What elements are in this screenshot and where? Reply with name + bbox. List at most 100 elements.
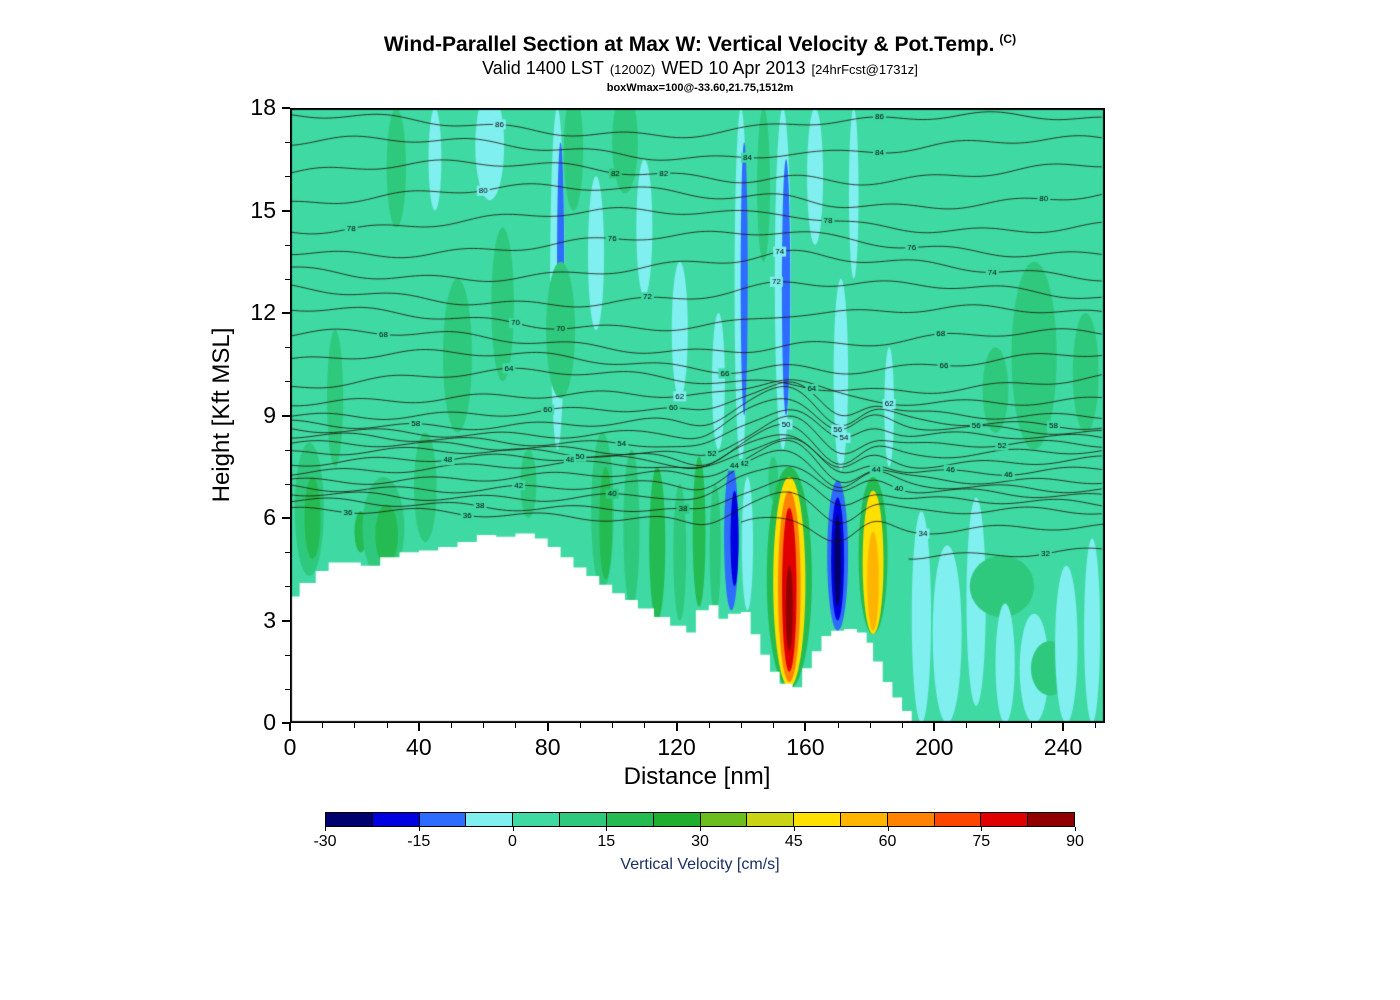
colorbar-tick: [700, 827, 701, 831]
y-major-tick: [282, 722, 290, 724]
colorbar-tick: [418, 827, 420, 831]
colorbar-tick-label: 15: [597, 833, 616, 850]
colorbar-tick: [1075, 827, 1076, 831]
chart-title-units: (C): [999, 32, 1017, 46]
colorbar-segment: [981, 813, 1029, 826]
colorbar-tick: [793, 827, 795, 831]
x-major-tick: [546, 723, 549, 731]
colorbar-tick: [981, 827, 983, 831]
y-tick-label: 0: [263, 709, 276, 735]
x-minor-tick: [354, 723, 356, 728]
x-minor-tick: [612, 723, 614, 728]
x-minor-tick: [708, 723, 710, 728]
x-tick-label: 240: [1043, 734, 1083, 760]
x-major-tick: [675, 723, 678, 731]
x-tick-label: 160: [786, 734, 825, 760]
x-minor-tick: [837, 723, 839, 728]
y-minor-tick: [285, 244, 290, 246]
x-minor-tick: [740, 723, 742, 728]
colorbar-segment: [840, 813, 888, 826]
x-minor-tick: [869, 723, 871, 728]
colorbar-tick: [606, 827, 608, 831]
x-tick-label: 0: [283, 734, 297, 760]
subtitle-fcst: [24hrFcst@1731z]: [811, 62, 918, 77]
colorbar-segment: [372, 813, 420, 826]
y-tick-label: 15: [250, 196, 276, 223]
colorbar-label: Vertical Velocity [cm/s]: [620, 856, 780, 873]
x-major-tick: [933, 723, 936, 731]
chart-annotation: boxWmax=100@-33.60,21.75,1512m: [606, 82, 794, 94]
y-minor-tick: [285, 381, 290, 383]
x-minor-tick: [451, 723, 453, 728]
x-major-tick: [289, 723, 291, 731]
colorbar-tick-label: -15: [407, 833, 431, 850]
x-minor-tick: [966, 723, 968, 728]
colorbar-segment: [606, 813, 654, 826]
colorbar-tick-label: 90: [1066, 833, 1084, 850]
y-minor-tick: [285, 654, 290, 656]
colorbar-tick: [512, 827, 514, 831]
subtitle-date: WED 10 Apr 2013: [661, 58, 806, 78]
y-major-tick: [282, 107, 290, 109]
y-tick-label: 6: [263, 504, 276, 530]
y-minor-tick: [285, 278, 290, 280]
colorbar-tick-label: 60: [878, 833, 897, 850]
colorbar-segment: [466, 813, 514, 826]
y-major-tick: [282, 209, 290, 212]
y-minor-tick: [285, 347, 290, 349]
chart-subtitle: Valid 1400 LST (1200Z) WED 10 Apr 2013 [24h…: [0, 58, 1400, 79]
x-minor-tick: [773, 723, 775, 728]
x-minor-tick: [998, 723, 1000, 728]
x-minor-tick: [1095, 723, 1097, 728]
colorbar-tick-label: 30: [691, 833, 709, 850]
subtitle-zulu: (1200Z): [609, 62, 656, 77]
x-major-tick: [1062, 723, 1065, 731]
x-tick-label: 120: [657, 734, 696, 760]
y-tick-label: 12: [250, 299, 276, 325]
x-minor-tick: [644, 723, 646, 728]
y-minor-tick: [285, 688, 290, 690]
x-major-tick: [417, 723, 420, 731]
y-minor-tick: [285, 483, 290, 485]
colorbar-tick: [325, 827, 326, 831]
y-major-tick: [282, 619, 290, 622]
colorbar-tick-label: 75: [972, 833, 991, 850]
y-minor-tick: [285, 176, 290, 178]
colorbar-segment: [887, 813, 935, 826]
y-minor-tick: [285, 449, 290, 451]
x-minor-tick: [579, 723, 581, 728]
x-tick-label: 80: [534, 734, 561, 760]
colorbar-segment: [700, 813, 748, 826]
y-tick-label: 18: [250, 94, 276, 120]
y-tick-label: 9: [263, 401, 276, 428]
y-major-tick: [282, 414, 290, 417]
x-tick-label: 200: [915, 734, 954, 760]
y-minor-tick: [285, 142, 290, 144]
y-tick-label: 3: [263, 606, 276, 633]
colorbar-tick-label: -30: [313, 833, 337, 850]
y-major-tick: [282, 312, 290, 314]
colorbar-segment: [560, 813, 607, 826]
colorbar-segment: [419, 813, 467, 826]
colorbar-tick-label: 45: [784, 833, 803, 850]
x-minor-tick: [322, 723, 324, 728]
x-axis-label: Distance [nm]: [623, 763, 771, 790]
colorbar: [325, 812, 1075, 827]
y-major-tick: [282, 517, 290, 519]
colorbar-segment: [653, 813, 701, 826]
colorbar-segment: [747, 813, 795, 826]
x-minor-tick: [386, 723, 388, 728]
y-minor-tick: [285, 586, 290, 588]
x-minor-tick: [483, 723, 485, 728]
colorbar-segment: [326, 813, 373, 826]
y-minor-tick: [285, 552, 290, 554]
colorbar-tick: [887, 827, 889, 831]
x-major-tick: [804, 723, 807, 731]
x-minor-tick: [1030, 723, 1032, 728]
chart-title-text: Wind-Parallel Section at Max W: Vertical…: [383, 33, 995, 56]
colorbar-segment: [513, 813, 561, 826]
x-tick-label: 40: [406, 734, 432, 760]
x-minor-tick: [902, 723, 904, 728]
cross-section-canvas: [290, 108, 1105, 723]
